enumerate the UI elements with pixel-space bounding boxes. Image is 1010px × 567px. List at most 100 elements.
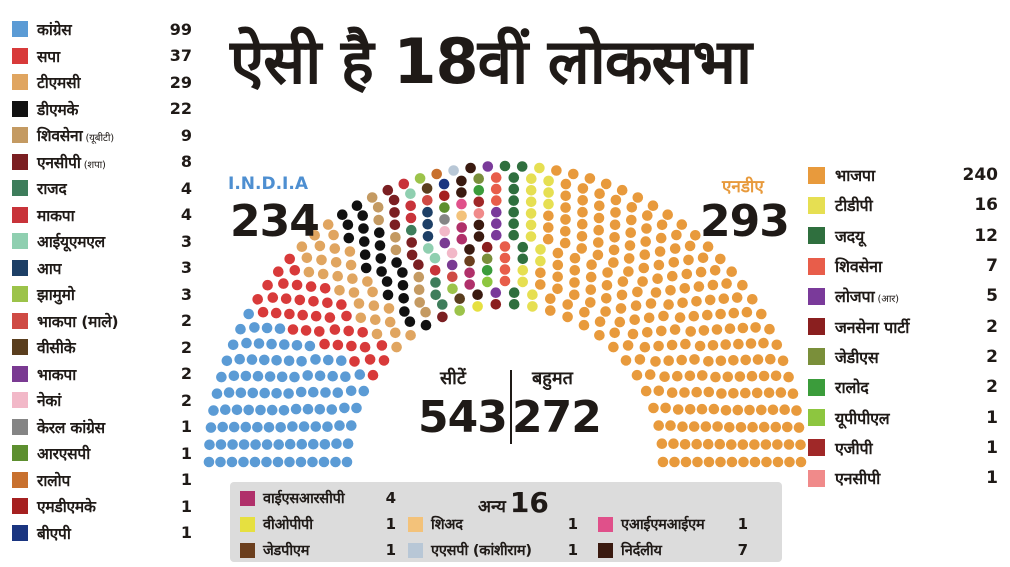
seat-dot [499, 160, 511, 172]
legend-party-name: लोजपा (आर) [835, 285, 958, 307]
seat-dot [702, 438, 714, 450]
seat-dot [608, 341, 619, 353]
legend-swatch [12, 100, 28, 117]
seat-dot [329, 324, 341, 335]
seat-dot [414, 173, 426, 184]
legend-party-seats: 1 [986, 437, 998, 458]
seat-dot [367, 286, 378, 298]
seat-dot [585, 271, 597, 283]
seat-dot [683, 254, 694, 266]
legend-party-name: आरएसपी [37, 442, 162, 464]
seat-dot [464, 244, 475, 255]
seat-dot [783, 371, 794, 383]
seat-dot [464, 267, 475, 279]
seat-dot [301, 252, 313, 264]
seat-dot [491, 195, 502, 206]
seat-dot [342, 438, 354, 450]
legend-party-seats: 1 [385, 541, 396, 559]
seat-dot [584, 173, 596, 184]
seat-dot [346, 420, 357, 431]
seat-dot [626, 214, 637, 226]
seat-dot [215, 456, 226, 468]
seat-dot [473, 173, 485, 184]
seat-dot [684, 370, 696, 382]
legend-party-label: टीडीपी [835, 196, 873, 216]
seat-dot [684, 240, 696, 252]
legend-party-seats: 4 [385, 489, 396, 507]
seat-dot [560, 190, 571, 202]
seat-dot [620, 355, 632, 366]
others-legend-item: एआईएमआईएम 1 [598, 512, 748, 536]
seat-dot [211, 388, 223, 400]
seat-dot [287, 421, 298, 432]
legend-party-seats: 29 [169, 72, 192, 92]
seat-dot [737, 279, 748, 291]
seat-dot [695, 266, 707, 278]
legend-party-seats: 4 [180, 178, 192, 198]
seat-dot [720, 405, 732, 416]
seat-dot [420, 319, 432, 331]
others-legend-item: वीओपीपी 1 [240, 512, 396, 536]
seat-dot [685, 326, 696, 337]
seat-dot [228, 421, 240, 433]
seat-dot [491, 229, 502, 241]
seat-dot [668, 257, 680, 268]
legend-party-name: भाकपा (माले) [37, 310, 162, 332]
seat-dot [490, 287, 502, 299]
legend-party-name: वीसीके [37, 336, 162, 358]
seat-dot [353, 298, 365, 309]
legend-party-label: कांग्रेस [37, 21, 72, 40]
seat-dot [279, 339, 290, 350]
seat-dot [359, 341, 371, 353]
seat-dot [481, 253, 493, 265]
legend-party-seats: 3 [180, 284, 192, 304]
seat-dot [266, 404, 278, 416]
nda-legend-item: लोजपा (आर) 5 [808, 281, 998, 311]
seat-dot [656, 438, 668, 450]
seat-dot [689, 354, 700, 365]
seat-dot [295, 386, 307, 398]
legend-party-name: राजद [37, 177, 162, 199]
seat-dot [783, 439, 795, 450]
legend-swatch [12, 259, 28, 276]
seat-dot [491, 218, 502, 229]
india-legend-item: वीसीके 2 [12, 334, 192, 361]
legend-party-seats: 1 [737, 515, 748, 533]
seat-dot [266, 338, 277, 350]
india-legend-item: आप 3 [12, 255, 192, 282]
seat-dot [726, 266, 737, 278]
seat-dot [499, 275, 511, 287]
seat-dot [640, 385, 652, 397]
india-legend-item: रालोप 1 [12, 467, 192, 494]
legend-party-seats: 16 [974, 195, 998, 216]
seat-dot [413, 259, 424, 271]
seat-dot [765, 353, 776, 365]
seat-dot [329, 243, 341, 254]
seat-dot [663, 355, 674, 367]
seat-dot [758, 337, 769, 349]
seat-dot [569, 265, 581, 276]
legend-swatch [408, 542, 423, 558]
seat-dot [405, 188, 416, 199]
seat-dot [795, 456, 807, 468]
legend-party-name: टीएमसी [37, 71, 162, 93]
seat-dot [322, 421, 333, 433]
legend-party-name: सपा [37, 45, 162, 67]
legend-party-seats: 3 [180, 231, 192, 251]
seat-dot [437, 299, 448, 310]
seat-dot [309, 230, 321, 241]
legend-party-label: भाकपा (माले) [37, 312, 119, 331]
seat-dot [240, 370, 252, 382]
seat-dot [568, 168, 579, 180]
seat-dot [660, 402, 671, 414]
seat-dot [319, 338, 330, 350]
seat-dot [234, 353, 245, 365]
legend-party-name: शिवसेना [835, 255, 958, 277]
seat-dot [374, 240, 386, 251]
seat-dot [592, 249, 604, 261]
seat-dot [733, 338, 744, 350]
seat-dot [364, 354, 376, 365]
seat-dot [601, 280, 613, 291]
seat-dot [340, 371, 351, 383]
seat-dot [737, 322, 749, 334]
